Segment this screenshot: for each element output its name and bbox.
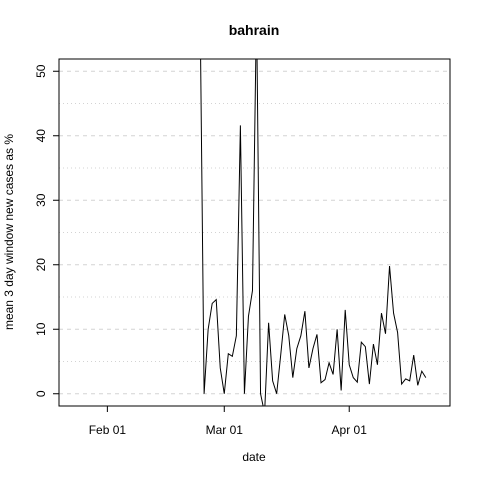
y-tick-label: 20: [34, 258, 48, 272]
x-tick-label: Mar 01: [206, 423, 244, 437]
y-tick-label: 40: [34, 129, 48, 143]
x-tick-label: Apr 01: [332, 423, 368, 437]
y-tick-label: 30: [34, 193, 48, 207]
y-tick-label: 0: [34, 390, 48, 397]
data-line: [200, 59, 427, 406]
chart-title: bahrain: [229, 22, 280, 38]
y-axis-label: mean 3 day window new cases as %: [2, 134, 16, 330]
x-axis-label: date: [242, 450, 266, 464]
x-tick-label: Feb 01: [89, 423, 127, 437]
y-tick-label: 50: [34, 64, 48, 78]
y-tick-label: 10: [34, 322, 48, 336]
plot-frame: [58, 58, 451, 407]
